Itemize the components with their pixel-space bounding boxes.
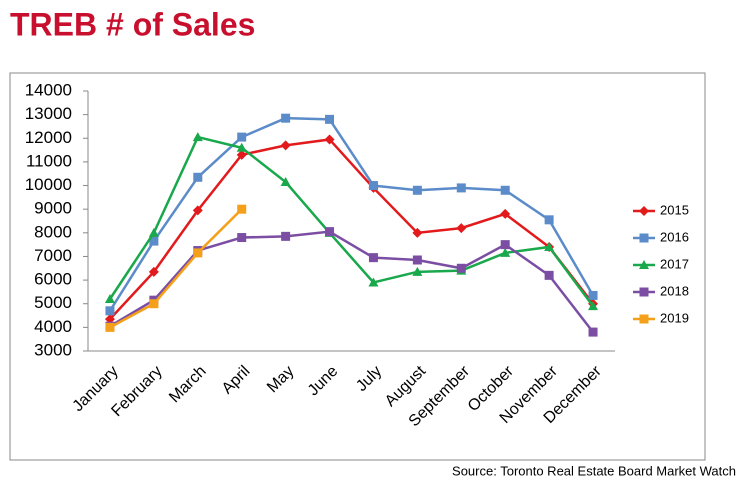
legend-label: 2016 [660, 229, 689, 244]
y-tick-label: 9000 [34, 199, 72, 218]
data-point [281, 113, 291, 123]
data-point [412, 227, 423, 238]
data-point [148, 266, 159, 277]
series-line [109, 208, 243, 329]
data-point [368, 253, 378, 263]
data-point [412, 255, 422, 265]
data-point [193, 172, 203, 182]
data-point [544, 242, 555, 251]
y-tick-label: 3000 [34, 340, 72, 359]
data-point [104, 294, 115, 303]
data-point [237, 132, 247, 142]
data-point [588, 301, 599, 311]
series-line [108, 135, 595, 307]
legend-label: 2019 [660, 310, 689, 325]
data-point [500, 247, 511, 257]
data-point [237, 233, 247, 243]
data-point [237, 204, 247, 214]
data-point [412, 185, 422, 195]
data-point [412, 266, 423, 276]
chart-title: TREB # of Sales [10, 6, 255, 42]
data-point [104, 314, 115, 325]
y-tick-label: 14000 [25, 80, 72, 99]
series-line [109, 138, 595, 320]
y-tick-label: 6000 [34, 270, 72, 289]
x-tick-label: March [166, 363, 209, 406]
data-point [456, 183, 466, 193]
data-point [544, 270, 554, 280]
data-point [324, 134, 335, 145]
chart-frame [9, 72, 706, 461]
y-tick-label: 5000 [34, 293, 72, 312]
data-point [325, 227, 335, 237]
data-point [192, 205, 203, 216]
data-point [500, 185, 510, 195]
legend-marker [639, 287, 649, 297]
legend-label: 2018 [660, 283, 689, 298]
series-line [109, 230, 595, 333]
series-line [108, 116, 595, 312]
y-tick-label: 13000 [25, 104, 72, 123]
data-point [236, 149, 247, 160]
legend-marker [639, 206, 649, 216]
data-point [281, 231, 291, 241]
data-point [280, 140, 291, 151]
data-point [192, 132, 203, 142]
y-tick-label: 12000 [25, 128, 72, 147]
data-point [500, 240, 510, 250]
x-tick-label: June [305, 363, 342, 400]
y-tick-label: 4000 [34, 317, 72, 336]
y-tick-label: 7000 [34, 246, 72, 265]
legend-marker [639, 260, 649, 269]
data-point [325, 114, 335, 124]
data-point [193, 248, 203, 258]
data-point [105, 322, 115, 332]
data-point [368, 277, 379, 287]
data-point [280, 177, 291, 186]
data-point [236, 142, 247, 152]
x-tick-label: May [264, 363, 297, 396]
legend-marker [639, 233, 649, 243]
source-note: Source: Toronto Real Estate Board Market… [452, 463, 736, 478]
x-tick-label: April [219, 363, 254, 398]
data-point [456, 223, 467, 234]
data-point [500, 208, 511, 219]
data-point [149, 236, 159, 246]
data-point [588, 290, 598, 300]
data-point [149, 299, 159, 309]
legend-label: 2017 [660, 256, 689, 271]
y-tick-label: 11000 [26, 151, 72, 170]
data-point [456, 263, 466, 273]
data-point [588, 327, 598, 337]
legend-marker [639, 314, 649, 324]
data-point [148, 227, 159, 237]
x-tick-label: July [353, 363, 385, 395]
legend-label: 2015 [660, 202, 689, 217]
data-point [544, 215, 554, 225]
data-point [105, 306, 115, 316]
data-point [368, 181, 378, 191]
y-tick-label: 8000 [34, 222, 72, 241]
y-tick-label: 10000 [25, 175, 72, 194]
